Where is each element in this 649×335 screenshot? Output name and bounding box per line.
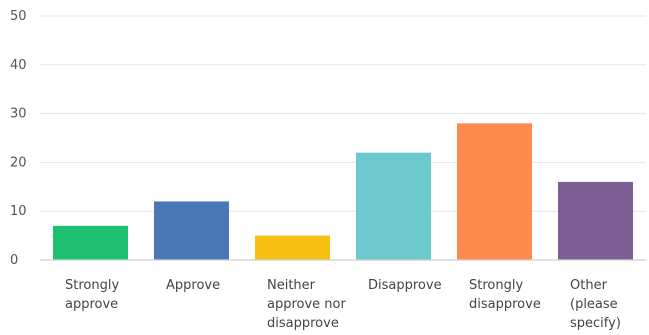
- x-category-label: approve nor: [267, 297, 346, 312]
- x-category-label: Disapprove: [368, 278, 442, 293]
- x-category-label: (please: [570, 297, 618, 312]
- x-category-label: Neither: [267, 278, 316, 293]
- x-category-label: specify): [570, 316, 621, 331]
- y-tick-label: 40: [10, 58, 27, 73]
- x-category-label: approve: [65, 297, 118, 312]
- bar-5: [558, 181, 633, 260]
- x-category-label: Strongly: [469, 278, 523, 293]
- y-tick-label: 20: [10, 155, 27, 170]
- x-category-label: disapprove: [469, 297, 541, 312]
- bar-1: [154, 201, 229, 260]
- bar-3: [356, 152, 431, 260]
- y-tick-label: 30: [10, 107, 27, 122]
- y-tick-label: 10: [10, 204, 27, 219]
- y-axis-tick-labels: 0 10 20 30 40 50: [10, 9, 27, 268]
- bars: [53, 123, 633, 260]
- x-category-label: Other: [570, 278, 608, 293]
- bar-2: [255, 235, 330, 260]
- x-category-label: Approve: [166, 278, 220, 293]
- y-tick-label: 0: [10, 253, 18, 268]
- x-category-label: Strongly: [65, 278, 119, 293]
- bar-4: [457, 123, 532, 260]
- bar-0: [53, 225, 128, 260]
- gridlines: [40, 15, 646, 212]
- y-tick-label: 50: [10, 9, 27, 24]
- x-category-label: disapprove: [267, 316, 339, 331]
- x-axis-category-labels: Strongly approve Approve Neither approve nor…: [65, 278, 621, 331]
